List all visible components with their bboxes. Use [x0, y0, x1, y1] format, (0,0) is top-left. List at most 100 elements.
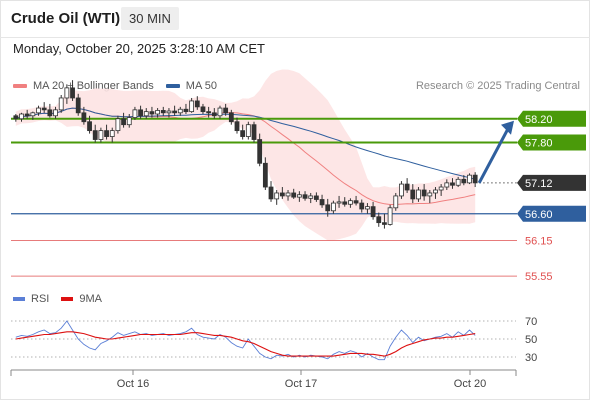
candle-body-up	[177, 108, 183, 114]
ma9-swatch	[61, 297, 74, 301]
candle-body-up	[30, 112, 36, 117]
candle-body-down	[41, 107, 47, 111]
level-55-55-label: 55.55	[525, 271, 553, 283]
candle	[194, 96, 200, 110]
candle	[342, 197, 348, 207]
candle-body-down	[75, 97, 81, 114]
candle	[393, 192, 399, 211]
candle-body-down	[138, 109, 143, 117]
candle-body-down	[160, 110, 166, 114]
candle-body-down	[121, 118, 126, 126]
candle	[13, 114, 19, 122]
candle	[291, 188, 297, 199]
candle	[200, 103, 206, 114]
candle-body-down	[206, 111, 212, 114]
candle-body-up	[19, 113, 24, 120]
candle-body-down	[382, 222, 387, 225]
candle-body-up	[115, 118, 121, 132]
candle	[234, 117, 240, 134]
timeframe-badge[interactable]: 30 MIN	[121, 7, 179, 30]
candle-body-up	[189, 100, 195, 113]
candle	[370, 201, 376, 220]
forecast-arrow-head	[501, 120, 514, 135]
candle	[132, 106, 138, 120]
candle	[183, 103, 189, 114]
candle-body-up	[53, 109, 58, 117]
level-58-20-label-box	[517, 110, 586, 127]
candle	[92, 124, 98, 143]
candle-body-up	[245, 124, 251, 137]
candle-body-down	[200, 106, 206, 113]
rsi-tick-30: 30	[525, 352, 537, 364]
candle	[47, 103, 53, 118]
candle	[81, 106, 87, 125]
candle	[228, 109, 234, 125]
candle	[217, 105, 223, 119]
candle	[121, 112, 126, 128]
candle-body-down	[13, 115, 19, 120]
legend-item-ma50: MA 50	[165, 80, 217, 92]
candle	[75, 93, 81, 116]
candle-body-up	[308, 195, 314, 199]
candle	[24, 109, 30, 119]
candle-body-down	[325, 204, 331, 212]
candle-body-down	[376, 216, 382, 224]
candle	[455, 176, 461, 188]
candle-body-down	[461, 178, 467, 184]
candle	[313, 192, 319, 202]
timestamp: Monday, October 20, 2025 3:28:10 AM CET	[13, 41, 265, 56]
candle-body-up	[399, 183, 404, 197]
candle-body-down	[47, 109, 53, 117]
candle	[143, 108, 149, 119]
candle	[359, 199, 365, 213]
candle	[353, 195, 359, 206]
candle	[444, 179, 450, 190]
candle-body-up	[64, 87, 70, 99]
candle	[41, 102, 47, 113]
candle-body-down	[268, 186, 274, 200]
level-58-20-label: 58.20	[525, 114, 553, 126]
candle-body-up	[285, 192, 291, 197]
candle	[206, 106, 212, 118]
candle-body-down	[211, 112, 217, 117]
candle-body-down	[87, 121, 92, 132]
candle	[19, 112, 24, 122]
candle	[308, 192, 314, 204]
candle-body-up	[438, 186, 444, 191]
candle	[58, 95, 64, 113]
candle-body-up	[166, 110, 172, 114]
rsi-tick-70: 70	[525, 316, 537, 328]
x-tick-label: Oct 17	[285, 378, 317, 390]
candle	[330, 200, 336, 214]
ma9-line	[15, 331, 476, 357]
candle-body-up	[336, 201, 342, 204]
candle-body-up	[393, 195, 399, 209]
candle	[149, 106, 155, 118]
candle-body-down	[228, 112, 234, 123]
candle-body-down	[279, 192, 285, 197]
candle-body-up	[58, 97, 64, 111]
candle-body-up	[143, 111, 149, 117]
legend-label-rsi: RSI	[31, 293, 50, 305]
candle	[70, 80, 75, 101]
candle-body-up	[427, 192, 433, 197]
candle-body-up	[455, 178, 461, 186]
price-legend: MA 20 + Bollinger Bands MA 50	[13, 80, 229, 92]
candle-body-down	[302, 194, 308, 199]
candle	[240, 124, 246, 140]
rsi-legend: RSI 9MA	[13, 293, 114, 305]
rsi-swatch	[13, 297, 25, 301]
candle	[296, 191, 302, 202]
candle	[126, 114, 132, 128]
candle-body-down	[450, 182, 455, 186]
candle	[98, 127, 104, 143]
x-tick-label: Oct 20	[454, 378, 486, 390]
candle-body-down	[353, 200, 359, 204]
legend-label-9ma: 9MA	[79, 293, 102, 305]
candle-body-up	[467, 174, 472, 184]
candle	[376, 212, 382, 227]
candle-body-up	[155, 110, 161, 115]
candle-body-up	[109, 130, 115, 137]
candle-body-down	[251, 124, 257, 140]
